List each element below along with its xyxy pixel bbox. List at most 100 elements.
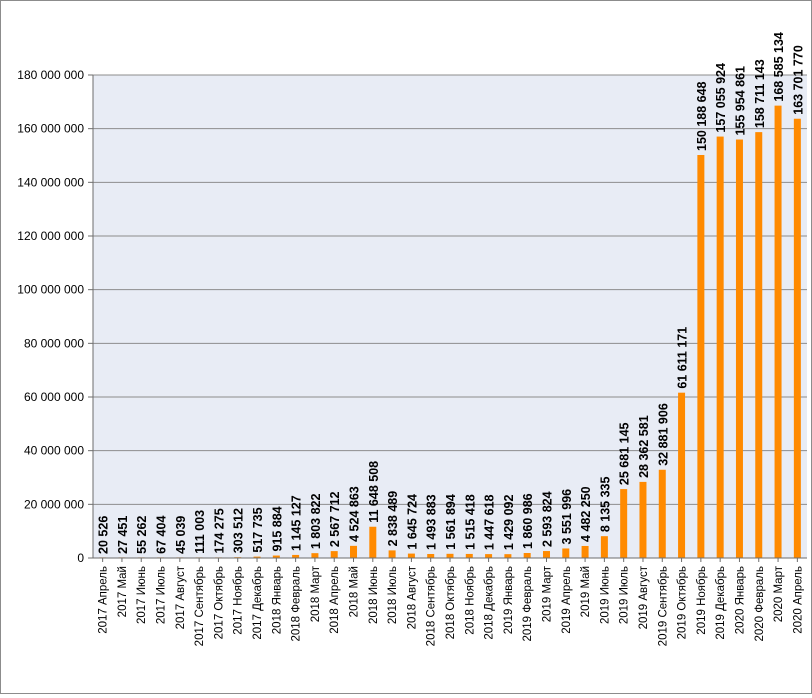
bar bbox=[253, 556, 261, 558]
data-label: 27 451 bbox=[116, 516, 130, 554]
bar bbox=[504, 554, 512, 558]
x-tick-label: 2018 Октябрь bbox=[445, 566, 457, 639]
bars bbox=[99, 105, 801, 559]
y-tick-label: 0 bbox=[77, 551, 84, 565]
data-label: 1 493 883 bbox=[425, 494, 439, 550]
x-tick-label: 2020 Март bbox=[773, 565, 785, 622]
bar bbox=[793, 118, 801, 558]
data-label: 155 954 861 bbox=[733, 66, 747, 136]
bar bbox=[407, 553, 415, 558]
data-label: 303 512 bbox=[232, 508, 246, 553]
x-tick-label: 2017 Декабрь bbox=[252, 566, 264, 640]
x-tick-label: 2019 Май bbox=[580, 566, 592, 617]
bar bbox=[272, 555, 280, 558]
bar bbox=[311, 553, 319, 558]
x-tick-label: 2020 Апрель bbox=[792, 566, 804, 634]
x-tick-label: 2017 Сентябрь bbox=[194, 566, 206, 646]
bar bbox=[465, 553, 473, 558]
data-label: 1 447 618 bbox=[483, 494, 497, 550]
x-tick-label: 2019 Август bbox=[638, 565, 650, 629]
plot-area bbox=[93, 75, 807, 558]
bar bbox=[639, 481, 647, 558]
bar bbox=[755, 132, 763, 558]
x-tick-label: 2019 Октябрь bbox=[677, 566, 689, 639]
data-label: 3 551 996 bbox=[560, 489, 574, 545]
data-label: 4 482 250 bbox=[579, 486, 593, 542]
data-label: 150 188 648 bbox=[695, 81, 709, 151]
x-tick-label: 2017 Апрель bbox=[98, 566, 110, 634]
data-label: 174 275 bbox=[212, 508, 226, 553]
y-axis: 0 20 000 000 40 000 000 60 000 000 80 000 00… bbox=[17, 68, 94, 565]
x-tick-label: 2018 Ноябрь bbox=[464, 566, 476, 635]
y-tick-label: 40 000 000 bbox=[24, 444, 84, 458]
bar bbox=[697, 154, 705, 559]
x-tick-label: 2020 Январь bbox=[734, 566, 746, 634]
x-tick-label: 2018 Июль bbox=[387, 566, 399, 624]
x-tick-label: 2019 Июнь bbox=[599, 566, 611, 624]
bar bbox=[388, 550, 396, 558]
x-tick-label: 2018 Февраль bbox=[291, 566, 303, 642]
x-tick-label: 2019 Январь bbox=[503, 566, 515, 634]
data-label: 163 701 770 bbox=[791, 45, 805, 115]
gridlines bbox=[93, 74, 807, 559]
data-label: 1 860 986 bbox=[521, 493, 535, 549]
bar bbox=[716, 136, 724, 559]
bar bbox=[523, 553, 531, 558]
x-tick-label: 2018 Май bbox=[349, 566, 361, 617]
x-tick-label: 2017 Ноябрь bbox=[233, 566, 245, 635]
data-label: 25 681 145 bbox=[618, 422, 632, 485]
bar bbox=[735, 139, 743, 558]
data-label: 28 362 581 bbox=[637, 415, 651, 478]
bar bbox=[446, 553, 454, 558]
data-label: 158 711 143 bbox=[753, 59, 767, 128]
bar bbox=[369, 526, 377, 558]
data-label: 2 838 489 bbox=[386, 491, 400, 547]
bar bbox=[658, 469, 666, 558]
data-label: 45 039 bbox=[174, 516, 188, 554]
x-tick-label: 2019 Декабрь bbox=[715, 566, 727, 640]
x-tick-label: 2019 Сентябрь bbox=[657, 566, 669, 646]
data-label: 1 645 724 bbox=[405, 494, 419, 550]
bar bbox=[678, 392, 686, 558]
x-tick-label: 2018 Апрель bbox=[329, 566, 341, 634]
x-tick-label: 2018 Март bbox=[310, 565, 322, 622]
x-tick-label: 2018 Сентябрь bbox=[426, 566, 438, 646]
data-label: 4 524 863 bbox=[348, 486, 362, 542]
data-label: 20 526 bbox=[97, 516, 111, 554]
x-tick-label: 2017 Август bbox=[175, 565, 187, 629]
y-tick-label: 160 000 000 bbox=[17, 122, 84, 136]
x-tick-label: 2017 Июнь bbox=[136, 566, 148, 624]
x-tick-label: 2017 Май bbox=[117, 566, 129, 617]
y-tick-label: 140 000 000 bbox=[17, 175, 84, 189]
y-tick-label: 20 000 000 bbox=[24, 497, 84, 511]
y-tick-label: 180 000 000 bbox=[17, 68, 84, 82]
x-tick-label: 2019 Апрель bbox=[561, 566, 573, 634]
x-axis: 2017 Апрель 2017 Май 2017 Июнь 2017 Июль 201… bbox=[93, 557, 807, 646]
data-label: 517 735 bbox=[251, 507, 265, 552]
data-label: 1 561 894 bbox=[444, 494, 458, 550]
x-tick-label: 2018 Декабрь bbox=[484, 566, 496, 640]
data-label: 55 262 bbox=[135, 516, 149, 554]
bar bbox=[427, 553, 435, 558]
data-label: 61 611 171 bbox=[676, 327, 690, 389]
data-label: 1 145 127 bbox=[290, 495, 304, 551]
x-tick-label: 2017 Июль bbox=[156, 566, 168, 624]
x-tick-label: 2018 Июнь bbox=[368, 566, 380, 624]
data-label: 1 429 092 bbox=[502, 495, 516, 551]
bar bbox=[562, 548, 570, 558]
y-tick-label: 120 000 000 bbox=[17, 229, 84, 243]
data-label: 11 648 508 bbox=[367, 461, 381, 523]
data-label: 2 567 712 bbox=[328, 491, 342, 547]
x-tick-label: 2019 Июль bbox=[619, 566, 631, 624]
x-tick-label: 2018 Август bbox=[406, 565, 418, 629]
data-label: 1 515 418 bbox=[463, 494, 477, 550]
data-label: 2 593 824 bbox=[540, 491, 554, 547]
data-label: 157 055 924 bbox=[714, 63, 728, 133]
data-label: 32 881 906 bbox=[656, 403, 670, 466]
data-label: 111 003 bbox=[193, 510, 207, 554]
bar bbox=[485, 554, 493, 558]
bar bbox=[620, 489, 628, 558]
x-tick-label: 2019 Февраль bbox=[522, 566, 534, 642]
